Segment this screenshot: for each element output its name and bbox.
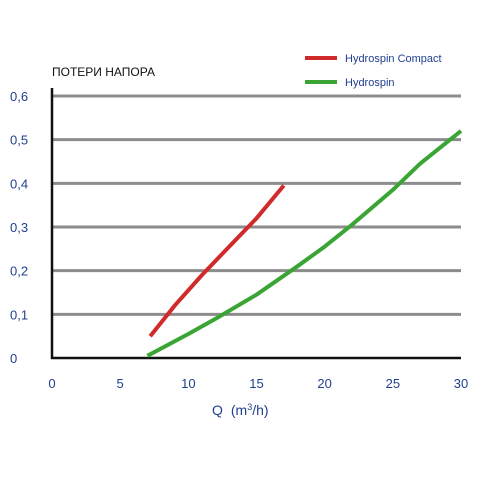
- x-tick-label-5: 25: [386, 376, 400, 391]
- x-tick-label-4: 20: [317, 376, 331, 391]
- x-tick-label-3: 15: [249, 376, 263, 391]
- y-tick-labels: 0 0,1 0,2 0,3 0,4 0,5 0,6: [10, 89, 28, 366]
- x-axis-title-q: Q: [212, 402, 223, 418]
- y-tick-label-6: 0,6: [10, 89, 28, 104]
- y-tick-label-4: 0,4: [10, 176, 28, 191]
- y-tick-label-0: 0: [10, 351, 17, 366]
- x-axis-title: Q (m3/h): [212, 402, 269, 418]
- y-tick-label-1: 0,1: [10, 307, 28, 322]
- x-axis-title-unit-sup: 3: [247, 402, 252, 412]
- y-axis-title: ПОТЕРИ НАПОРА: [52, 65, 155, 79]
- series-line-1: [146, 129, 463, 358]
- y-tick-label-5: 0,5: [10, 133, 28, 148]
- y-tick-label-3: 0,3: [10, 220, 28, 235]
- x-tick-label-2: 10: [181, 376, 195, 391]
- x-tick-label-6: 30: [454, 376, 468, 391]
- x-axis-title-unit-post: /h): [252, 402, 268, 418]
- legend-label-0: Hydrospin Compact: [345, 53, 442, 65]
- y-tick-label-2: 0,2: [10, 264, 28, 279]
- grid-lines: [52, 94, 461, 316]
- series-lines: [146, 129, 463, 358]
- x-axis-title-unit-pre: (m: [231, 402, 247, 418]
- axes: [50, 88, 461, 360]
- legend-label-1: Hydrospin: [345, 77, 395, 89]
- x-tick-label-1: 5: [117, 376, 124, 391]
- x-tick-labels: 0 5 10 15 20 25 30: [48, 376, 468, 391]
- x-tick-label-0: 0: [48, 376, 55, 391]
- legend: Hydrospin Compact Hydrospin: [305, 53, 442, 89]
- series-line-0: [148, 184, 286, 338]
